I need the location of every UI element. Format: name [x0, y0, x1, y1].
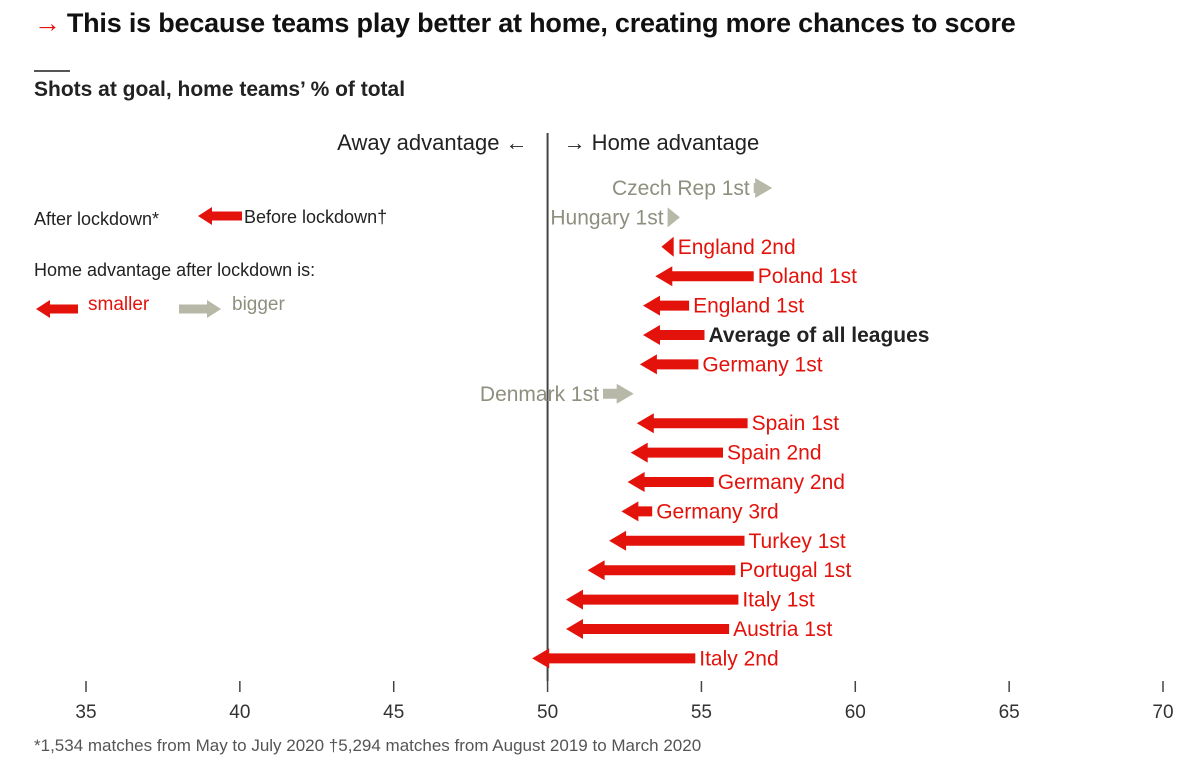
legend-after-label: After lockdown*	[34, 209, 159, 229]
label-england-2nd: England 2nd	[678, 236, 796, 259]
arrow-germany-3rd	[621, 501, 653, 522]
label-spain-1st: Spain 1st	[752, 412, 840, 435]
footnote: *1,534 matches from May to July 2020 †5,…	[34, 736, 702, 755]
x-tick-label-60: 60	[845, 702, 866, 723]
x-tick-label-45: 45	[383, 702, 404, 723]
label-spain-2nd: Spain 2nd	[727, 442, 822, 465]
legend-red-arrow-icon	[198, 207, 242, 225]
legend-smaller-arrow	[36, 300, 78, 318]
legend: After lockdown* Before lockdown† Home ad…	[34, 207, 387, 318]
x-tick-label-65: 65	[999, 702, 1020, 723]
arrow-spain-1st	[636, 413, 748, 434]
label-germany-1st: Germany 1st	[702, 353, 822, 376]
label-italy-2nd: Italy 2nd	[699, 647, 778, 670]
legend-bigger-label: bigger	[232, 294, 285, 315]
x-tick-label-55: 55	[691, 702, 712, 723]
label-average-of-all-leagues: Average of all leagues	[709, 324, 930, 347]
arrow-average-of-all-leagues	[643, 325, 705, 345]
label-germany-3rd: Germany 3rd	[656, 500, 779, 523]
arrow-spain-2nd	[630, 442, 723, 463]
legend-red-arrow	[198, 207, 242, 225]
label-poland-1st: Poland 1st	[758, 265, 857, 288]
arrow-turkey-1st	[609, 530, 745, 551]
label-turkey-1st: Turkey 1st	[749, 530, 846, 553]
title-text: This is because teams play better at hom…	[66, 8, 1016, 38]
legend-bigger-arrow	[179, 300, 221, 318]
legend-before-label: Before lockdown†	[244, 207, 387, 227]
legend-smaller-arrow-icon	[36, 300, 78, 318]
label-england-1st: England 1st	[693, 295, 804, 318]
x-tick-label-40: 40	[229, 702, 250, 723]
subtitle-rule	[34, 70, 70, 72]
arrow-denmark-1st	[603, 383, 634, 404]
arrow-england-2nd	[661, 236, 674, 257]
chart-title: → This is because teams play better at ho…	[34, 8, 1016, 39]
label-denmark-1st: Denmark 1st	[480, 383, 599, 406]
arrow-germany-1st	[639, 354, 699, 375]
arrow-czech-rep-1st	[753, 178, 773, 198]
arrow-england-1st	[643, 295, 690, 316]
arrow-poland-1st	[655, 266, 754, 287]
legend-heading: Home advantage after lockdown is:	[34, 260, 315, 280]
x-tick-label-35: 35	[75, 702, 96, 723]
arrow-hungary-1st	[667, 207, 680, 228]
arrow-portugal-1st	[587, 560, 736, 581]
x-axis: 35 40 45 50 55 60 65 70	[75, 681, 1174, 723]
label-czech-rep-1st: Czech Rep 1st	[612, 177, 750, 200]
x-tick-label-70: 70	[1152, 702, 1173, 723]
legend-smaller-label: smaller	[88, 294, 150, 315]
arrow-italy-1st	[566, 589, 739, 610]
arrow-germany-2nd	[627, 472, 714, 492]
title-arrow-icon: →	[34, 8, 61, 38]
label-italy-1st: Italy 1st	[742, 589, 815, 612]
arrow-austria-1st	[566, 619, 730, 639]
home-advantage-label: → Home advantage	[564, 130, 760, 155]
legend-bigger-arrow-icon	[179, 300, 221, 318]
label-austria-1st: Austria 1st	[733, 618, 832, 641]
arrow-italy-2nd	[532, 648, 696, 669]
chart-subtitle: Shots at goal, home teams’ % of total	[34, 78, 406, 101]
label-hungary-1st: Hungary 1st	[550, 206, 663, 229]
chart-marks: Czech Rep 1st Hungary 1st England 2nd Polan…	[480, 177, 930, 670]
label-portugal-1st: Portugal 1st	[739, 559, 851, 582]
x-tick-label-50: 50	[537, 702, 558, 723]
label-germany-2nd: Germany 2nd	[718, 471, 845, 494]
away-advantage-label: Away advantage ←	[337, 130, 527, 155]
